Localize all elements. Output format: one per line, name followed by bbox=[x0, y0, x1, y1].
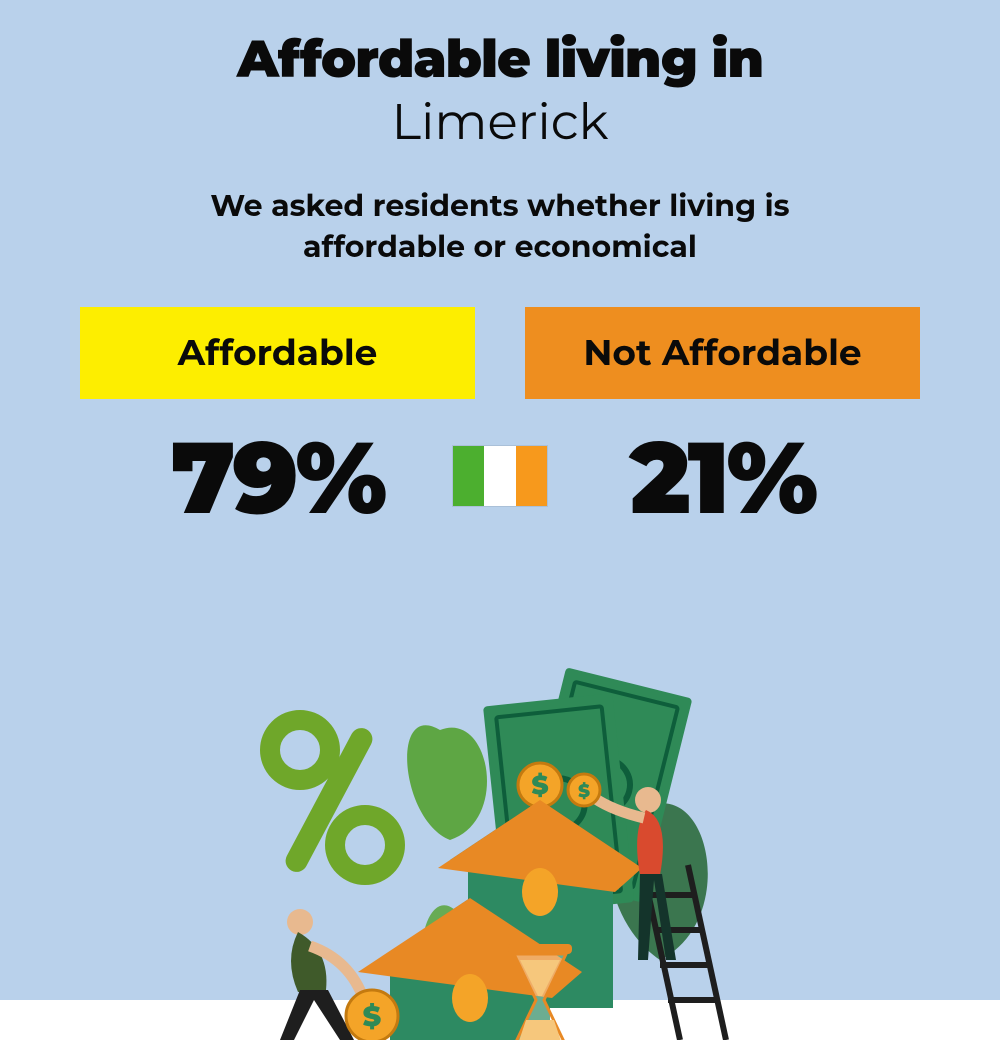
stat-not-affordable: Not Affordable 21% bbox=[525, 307, 920, 539]
pill-not-affordable-label: Not Affordable bbox=[583, 331, 861, 375]
svg-text:$: $ bbox=[363, 1000, 382, 1034]
percent-symbol-icon bbox=[270, 720, 395, 876]
pct-affordable: 79% bbox=[171, 417, 384, 539]
title-line1: Affordable living in bbox=[0, 28, 1000, 91]
ireland-flag-icon bbox=[452, 445, 548, 507]
flag-stripe-green bbox=[453, 446, 484, 506]
svg-text:$: $ bbox=[578, 780, 590, 802]
housing-savings-illustration: $ bbox=[240, 660, 760, 1040]
pill-affordable-label: Affordable bbox=[178, 331, 378, 375]
infographic-canvas: Affordable living in Limerick We asked r… bbox=[0, 0, 1000, 1000]
pill-affordable: Affordable bbox=[80, 307, 475, 399]
title-block: Affordable living in Limerick bbox=[0, 0, 1000, 152]
svg-text:$: $ bbox=[531, 769, 548, 801]
pct-not-affordable: 21% bbox=[630, 417, 815, 539]
subtitle-text: We asked residents whether living is aff… bbox=[130, 186, 870, 267]
stats-row: Affordable 79% Not Affordable 21% bbox=[0, 307, 1000, 539]
flag-stripe-orange bbox=[516, 446, 547, 506]
title-city: Limerick bbox=[0, 91, 1000, 152]
flag-stripe-white bbox=[484, 446, 515, 506]
pill-not-affordable: Not Affordable bbox=[525, 307, 920, 399]
stat-affordable: Affordable 79% bbox=[80, 307, 475, 539]
